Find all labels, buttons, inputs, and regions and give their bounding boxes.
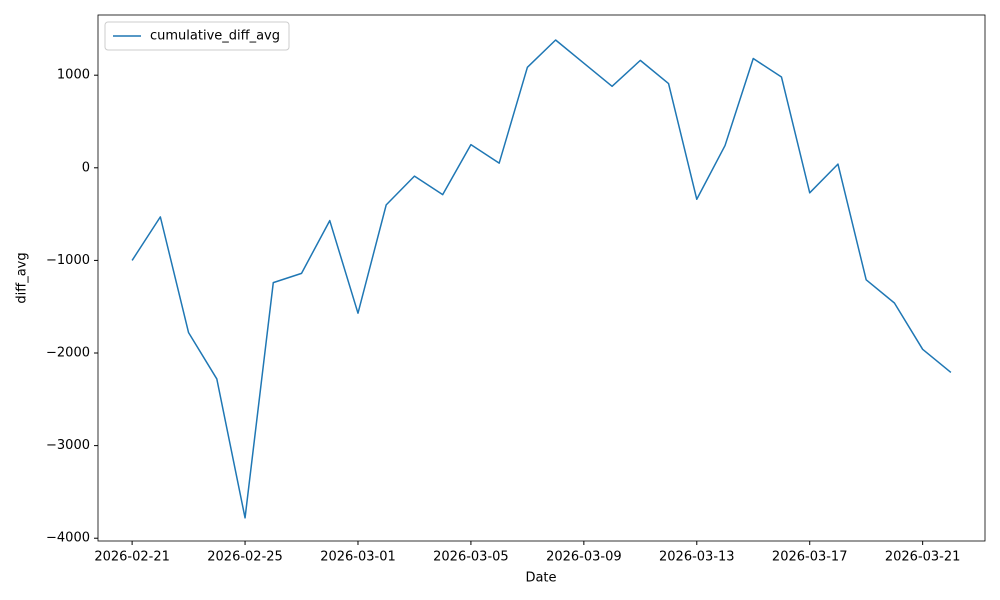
legend-label: cumulative_diff_avg xyxy=(150,29,280,44)
y-tick-label: −1000 xyxy=(46,253,90,268)
x-tick-label: 2026-03-09 xyxy=(546,550,622,565)
x-tick-label: 2026-03-05 xyxy=(433,550,509,565)
x-tick-label: 2026-03-01 xyxy=(320,550,396,565)
y-tick-label: −2000 xyxy=(46,346,90,361)
legend-box xyxy=(104,21,290,51)
x-tick-label: 2026-03-13 xyxy=(659,550,735,565)
x-tick-label: 2026-03-21 xyxy=(885,550,961,565)
y-tick-label: −3000 xyxy=(46,438,90,453)
y-tick-label: 0 xyxy=(82,160,90,175)
x-axis-label: Date xyxy=(525,571,556,586)
x-tick-label: 2026-02-25 xyxy=(207,550,283,565)
y-axis-label: diff_avg xyxy=(15,252,30,303)
y-tick-label: −4000 xyxy=(46,531,90,546)
x-tick-label: 2026-02-21 xyxy=(94,550,170,565)
y-tick-label: 1000 xyxy=(57,68,90,83)
data-line xyxy=(131,39,952,519)
plot-frame xyxy=(97,14,986,542)
x-tick-label: 2026-03-17 xyxy=(772,550,848,565)
